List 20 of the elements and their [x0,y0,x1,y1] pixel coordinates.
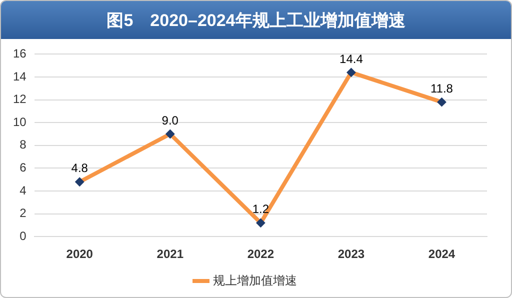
data-label: 4.8 [71,161,88,176]
data-label: 9.0 [162,113,179,128]
data-label: 11.8 [430,81,454,96]
y-tick-label: 8 [20,138,27,152]
chart-title: 图5 2020–2024年规上工业增加值增速 [1,1,511,39]
y-tick-label: 2 [20,206,27,220]
y-tick-label: 4 [20,183,27,198]
x-tick-label: 2024 [428,247,456,262]
y-tick-label: 10 [12,114,27,129]
data-label: 14.4 [340,52,364,66]
y-tick-label: 6 [20,160,27,175]
legend-label: 规上增加值增速 [213,273,297,288]
y-tick-label: 14 [12,69,27,84]
x-tick-label: 2023 [338,247,365,262]
x-tick-label: 2022 [247,247,274,262]
y-tick-label: 12 [12,92,27,106]
x-tick-label: 2020 [66,247,94,262]
y-tick-label: 0 [20,228,27,243]
y-tick-label: 16 [12,46,27,61]
x-tick-label: 2021 [156,247,184,262]
